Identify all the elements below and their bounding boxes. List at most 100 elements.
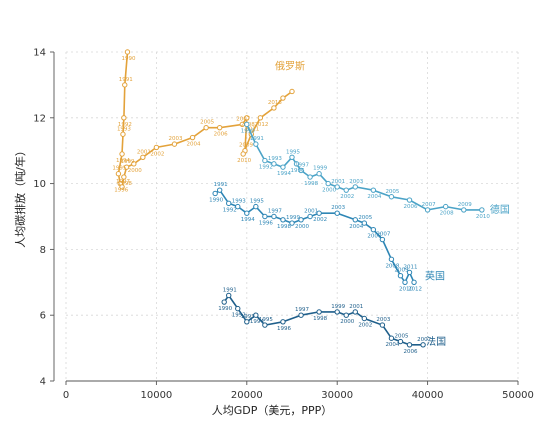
year-label: 2004 [187, 142, 201, 148]
year-label: 2003 [376, 317, 390, 323]
data-point [289, 154, 295, 160]
series-line [117, 51, 293, 188]
data-point [307, 213, 313, 220]
year-label: 2004 [349, 224, 363, 230]
data-point [121, 174, 127, 180]
year-label: 2004 [367, 194, 381, 200]
y-axis-title: 人均碳排放（吨/年） [13, 145, 27, 248]
year-label: 2002 [358, 322, 372, 328]
year-label: 1995 [112, 166, 126, 172]
data-point [262, 213, 268, 220]
x-tick-label: 10000 [140, 390, 172, 401]
year-label: 2007 [236, 116, 250, 122]
year-label: 1996 [259, 221, 273, 227]
year-label: 1994 [116, 158, 130, 164]
data-point [343, 187, 349, 193]
data-point [316, 309, 322, 315]
data-point [253, 203, 259, 210]
data-point [244, 210, 250, 216]
year-label: 2002 [340, 194, 354, 200]
year-label: 1993 [117, 126, 131, 132]
year-label: 1992 [223, 207, 237, 213]
data-point [298, 312, 304, 318]
data-point [271, 105, 277, 111]
year-label: 2008 [440, 211, 454, 217]
year-label: 2006 [367, 234, 381, 240]
year-label: 2002 [150, 151, 164, 157]
year-label: 2005 [200, 120, 214, 126]
year-label: 1994 [277, 171, 291, 177]
year-label: 2002 [313, 217, 327, 223]
year-label: 2006 [214, 132, 228, 138]
data-point [352, 217, 358, 223]
data-point [352, 184, 358, 190]
data-point [461, 207, 467, 213]
data-point [334, 309, 340, 315]
year-label: 1995 [250, 199, 264, 205]
data-point [479, 207, 485, 213]
series-layer: 1990199119921993199419951996199719981999… [112, 49, 510, 355]
data-point [406, 269, 413, 276]
series-1: 1990199119921993199419951996199719981999… [241, 121, 510, 220]
data-point [424, 207, 431, 213]
data-point [262, 322, 268, 328]
year-label: 1992 [118, 122, 132, 128]
year-label: 2011 [404, 264, 418, 270]
series-name-label: 德国 [490, 203, 510, 216]
data-point [397, 338, 404, 345]
year-label: 1999 [286, 215, 300, 221]
data-point [131, 161, 137, 167]
data-point [361, 220, 368, 226]
year-label: 1997 [268, 209, 282, 215]
x-tick-label: 20000 [231, 390, 263, 401]
year-label: 1993 [241, 314, 255, 320]
year-label: 2007 [417, 337, 431, 343]
year-label: 2003 [168, 136, 182, 142]
series-name-label: 英国 [425, 269, 445, 282]
year-label: 1999 [121, 159, 135, 165]
year-label: 1998 [277, 224, 291, 230]
data-point [262, 157, 268, 164]
year-label: 1997 [295, 307, 309, 313]
data-point [120, 131, 126, 137]
data-point [280, 319, 286, 325]
year-label: 1994 [241, 217, 255, 223]
data-point [307, 174, 313, 180]
data-point [189, 134, 196, 141]
year-label: 1993 [268, 156, 282, 162]
year-label: 1990 [241, 128, 255, 134]
data-point [289, 88, 295, 95]
year-label: 2005 [358, 215, 372, 221]
year-label: 2009 [394, 268, 408, 274]
year-label: 2009 [239, 143, 253, 149]
year-label: 1999 [313, 166, 327, 172]
year-label: 1990 [209, 197, 223, 203]
data-point [280, 217, 286, 223]
year-label: 2004 [385, 342, 399, 348]
data-point [280, 164, 286, 170]
data-point [122, 82, 128, 88]
data-point [343, 312, 349, 318]
year-label: 2003 [331, 205, 345, 211]
year-label: 1993 [232, 199, 246, 205]
year-label: 2000 [295, 224, 309, 230]
year-label: 1998 [118, 181, 132, 187]
year-label: 2011 [245, 126, 259, 132]
data-point [221, 299, 227, 305]
year-label: 2007 [422, 202, 436, 208]
year-label: 1991 [250, 136, 264, 142]
year-label: 2006 [404, 349, 418, 355]
data-point [119, 151, 125, 157]
y-tick-label: 6 [40, 311, 46, 322]
year-label: 1990 [121, 56, 135, 62]
data-point [121, 115, 127, 121]
year-label: 1994 [250, 319, 264, 325]
year-label: 1992 [232, 313, 246, 319]
data-point [388, 194, 395, 200]
data-point [244, 115, 250, 121]
y-tick-label: 10 [33, 179, 46, 190]
data-point [379, 236, 386, 243]
data-point [203, 124, 209, 131]
